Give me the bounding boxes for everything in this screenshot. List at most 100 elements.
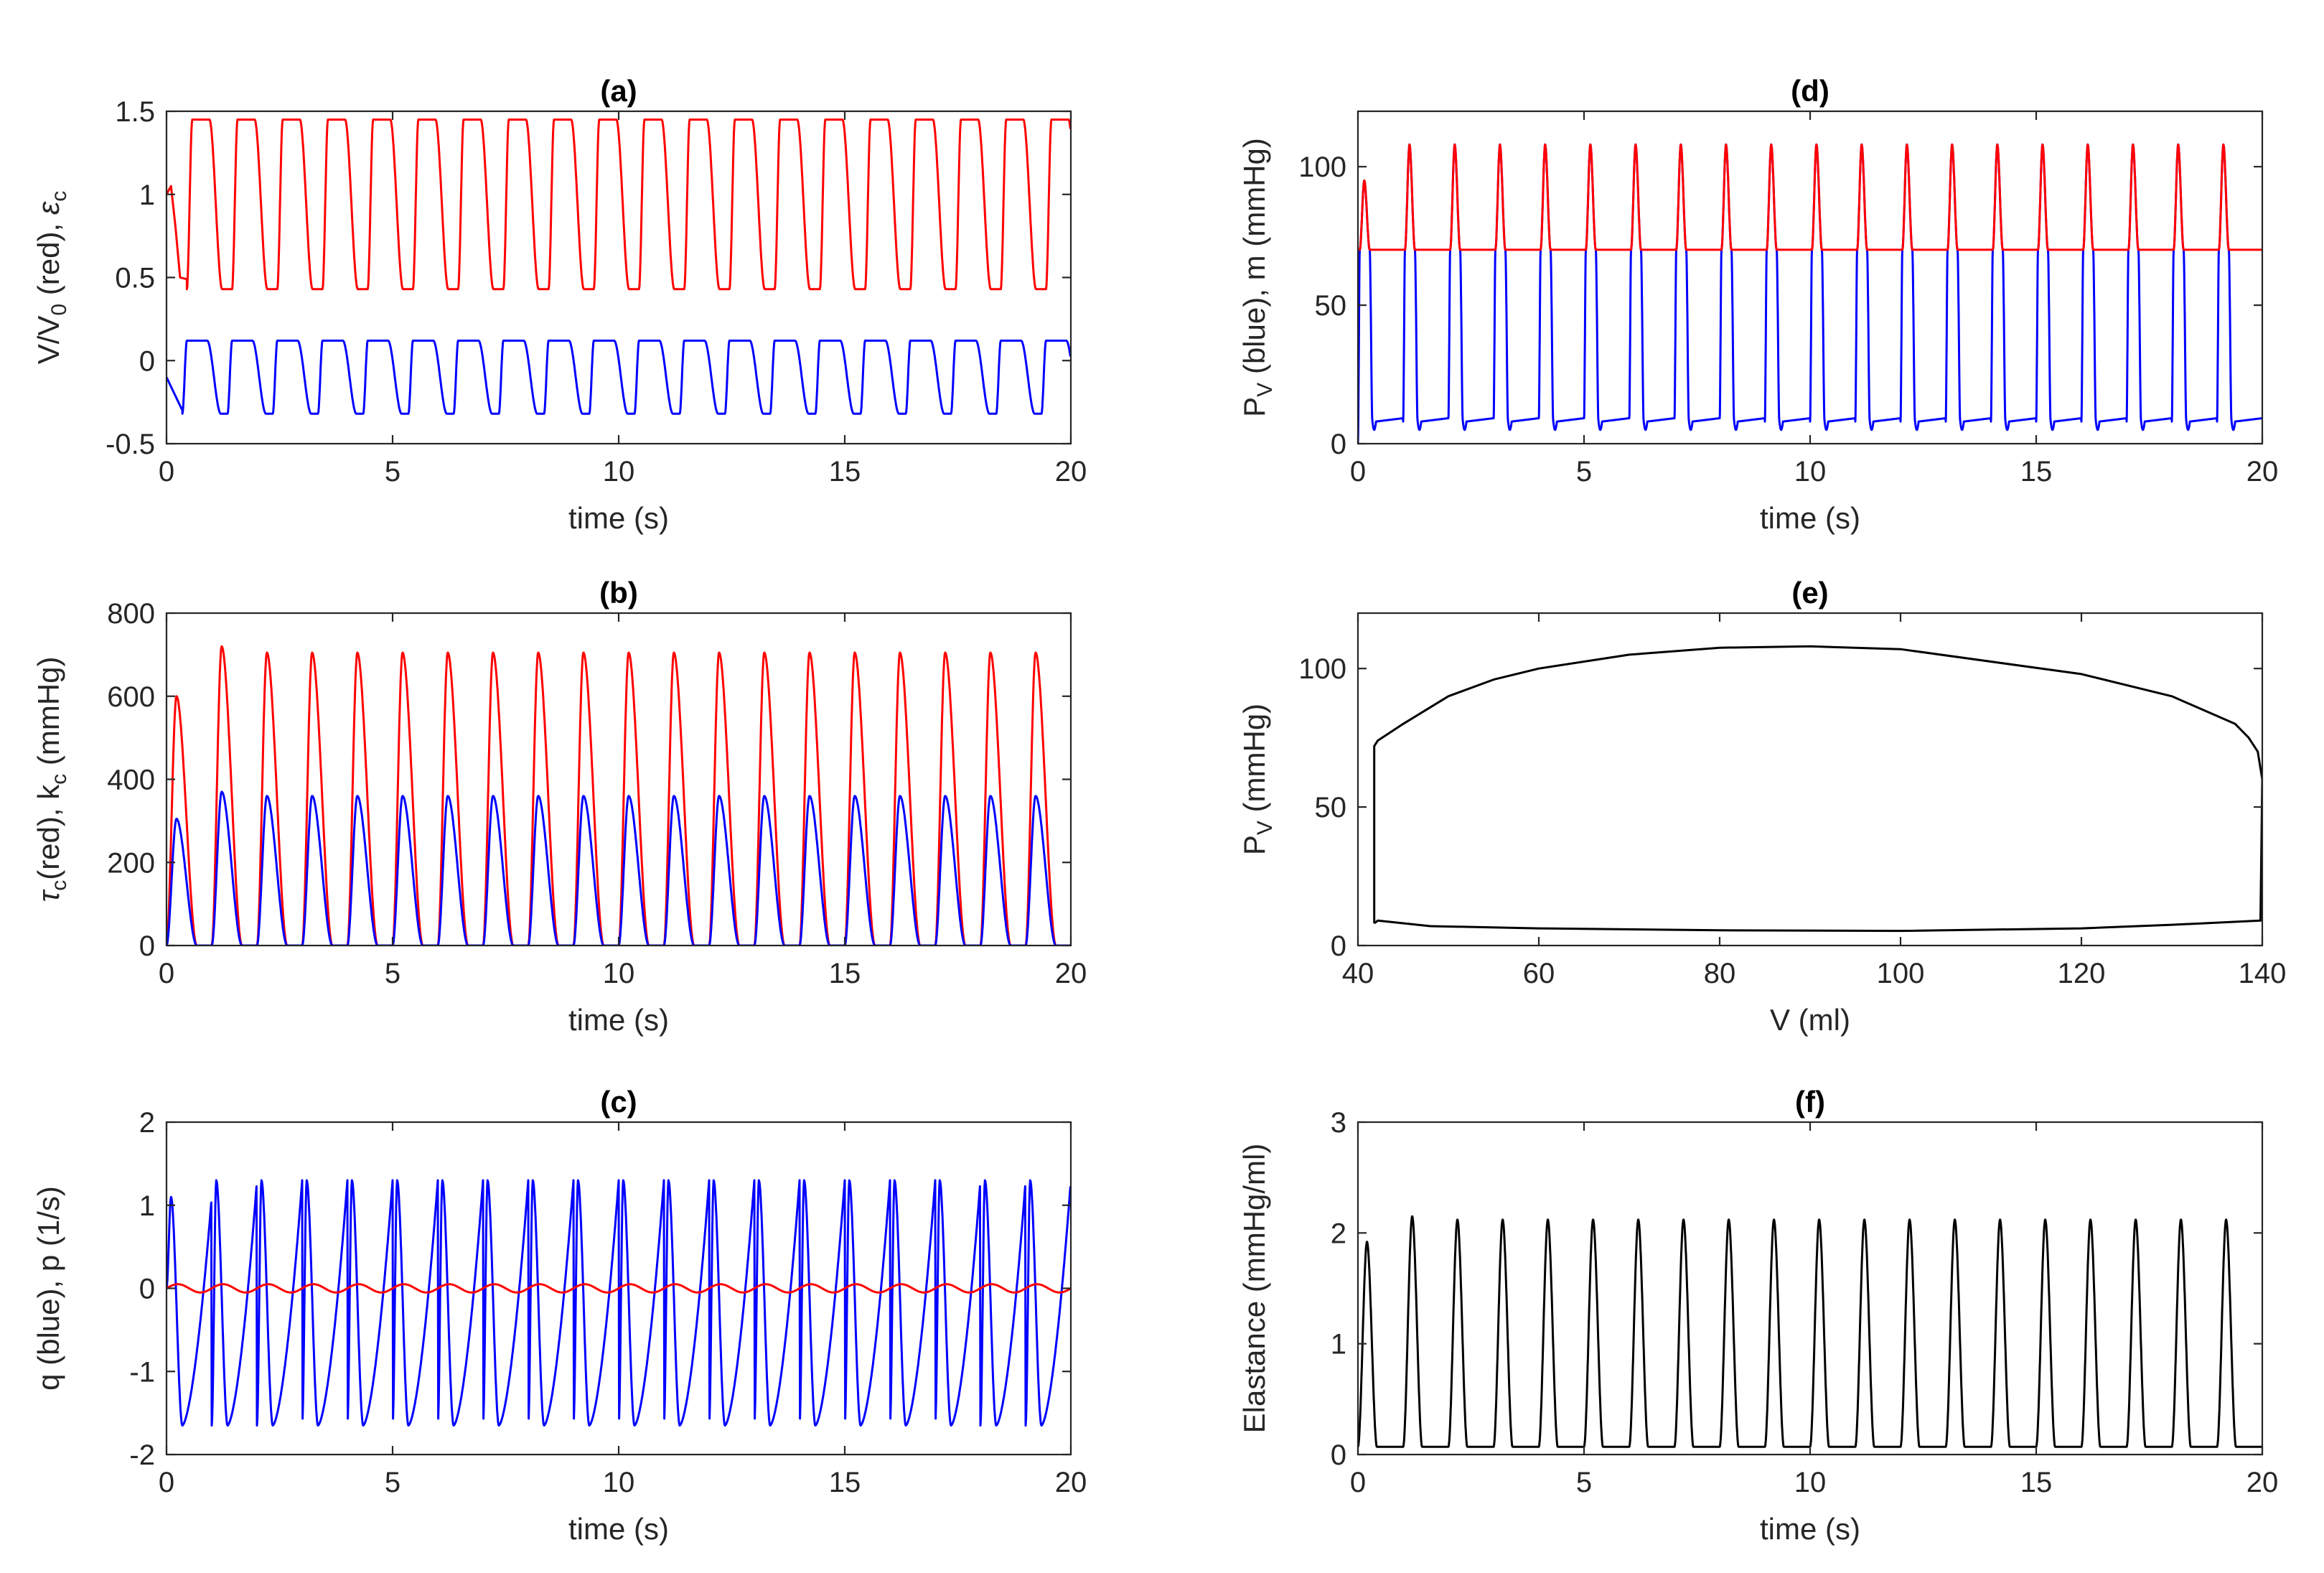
axes-box bbox=[165, 110, 1072, 445]
x-tick-label: 80 bbox=[1704, 958, 1736, 989]
y-tick-label: 2 bbox=[1331, 1218, 1346, 1249]
y-tick-label: 0 bbox=[1331, 1439, 1346, 1471]
panel-f: 0 5 10 15 20 0 1 2 3 (f) time (s) Elastance (mmHg/m… bbox=[1237, 1085, 2278, 1546]
x-axis-label: time (s) bbox=[568, 1512, 669, 1546]
y-tick-label: 1 bbox=[1331, 1329, 1346, 1360]
panel-title: (a) bbox=[600, 74, 637, 108]
x-tick-label: 15 bbox=[829, 958, 861, 989]
y-axis-label: Elastance (mmHg/ml) bbox=[1237, 1144, 1271, 1434]
y-tick-label: 100 bbox=[1298, 653, 1346, 685]
panel-d: 0 5 10 15 20 0 50 100 (d) time (s) PV (blue), m (m… bbox=[1237, 74, 2278, 535]
x-tick-label: 10 bbox=[603, 958, 635, 989]
y-tick-label: 50 bbox=[1315, 792, 1347, 823]
x-tick-label: 20 bbox=[1055, 456, 1087, 487]
series-group bbox=[167, 645, 1071, 946]
y-tick-label: 2 bbox=[139, 1107, 155, 1139]
series-line-blue bbox=[167, 340, 1071, 415]
y-tick-label: 3 bbox=[1331, 1107, 1346, 1139]
x-tick-label: 40 bbox=[1342, 958, 1374, 989]
x-tick-label: 0 bbox=[159, 1467, 174, 1498]
y-tick-label: 400 bbox=[107, 765, 155, 796]
y-tick-label: 0 bbox=[1331, 930, 1346, 962]
x-tick-label: 5 bbox=[1576, 1467, 1592, 1498]
x-axis-label: time (s) bbox=[1760, 501, 1860, 535]
x-tick-label: 0 bbox=[1350, 1467, 1366, 1498]
x-tick-label: 140 bbox=[2239, 958, 2287, 989]
y-axis-label: V/V0 (red), εc bbox=[32, 191, 71, 365]
series-group bbox=[167, 1179, 1071, 1427]
series-group bbox=[1373, 645, 2262, 933]
x-tick-label: 0 bbox=[1350, 456, 1366, 487]
x-tick-label: 15 bbox=[2020, 456, 2053, 487]
x-tick-label: 10 bbox=[1794, 1467, 1827, 1498]
series-group bbox=[1358, 1215, 2262, 1448]
series-group bbox=[167, 118, 1071, 415]
series-line-blue bbox=[1358, 143, 2262, 444]
y-tick-label: 0 bbox=[1331, 429, 1346, 460]
series-line-red bbox=[1358, 143, 2262, 251]
y-tick-label: 200 bbox=[107, 847, 155, 879]
x-tick-label: 10 bbox=[1794, 456, 1827, 487]
x-tick-label: 20 bbox=[2246, 1467, 2279, 1498]
y-tick-label: -2 bbox=[129, 1439, 155, 1471]
y-tick-label: 800 bbox=[107, 598, 155, 630]
y-tick-label: 1.5 bbox=[115, 96, 155, 128]
x-tick-label: 5 bbox=[385, 958, 400, 989]
panel-title: (c) bbox=[600, 1085, 637, 1119]
axes-box bbox=[1357, 1121, 2264, 1456]
x-tick-label: 20 bbox=[2246, 456, 2279, 487]
y-tick-label: 100 bbox=[1298, 151, 1346, 183]
y-tick-label: 0 bbox=[139, 930, 155, 962]
panel-a: 0 5 10 15 20-0.500.511.5(a)time (s)V/V0 (red… bbox=[32, 74, 1087, 535]
y-tick-label: 600 bbox=[107, 681, 155, 713]
y-axis-label: τc(red), kc (mmHg) bbox=[32, 656, 71, 902]
series-line-red bbox=[167, 1283, 1071, 1294]
x-tick-label: 5 bbox=[385, 456, 400, 487]
y-tick-label: 0.5 bbox=[115, 263, 155, 294]
y-tick-label: 0 bbox=[139, 1274, 155, 1305]
series-group bbox=[1358, 143, 2262, 444]
y-tick-label: 1 bbox=[139, 179, 155, 211]
axes-box bbox=[1357, 612, 2264, 947]
series-line-black bbox=[1373, 645, 2262, 933]
y-tick-label: 50 bbox=[1315, 290, 1347, 322]
y-tick-label: -0.5 bbox=[106, 429, 155, 460]
x-tick-label: 20 bbox=[1055, 958, 1087, 989]
y-axis-label: PV (blue), m (mmHg) bbox=[1237, 138, 1277, 417]
series-line-black bbox=[1358, 1215, 2262, 1448]
x-tick-label: 0 bbox=[159, 958, 174, 989]
axes-box bbox=[165, 612, 1072, 947]
y-tick-label: 1 bbox=[139, 1190, 155, 1222]
panel-title: (b) bbox=[599, 576, 638, 610]
x-tick-label: 60 bbox=[1523, 958, 1555, 989]
x-tick-label: 15 bbox=[829, 1467, 861, 1498]
x-tick-label: 0 bbox=[159, 456, 174, 487]
y-tick-label: -1 bbox=[129, 1356, 155, 1388]
x-axis-label: time (s) bbox=[568, 1003, 669, 1037]
series-line-red bbox=[167, 118, 1071, 291]
x-tick-label: 15 bbox=[2020, 1467, 2053, 1498]
series-line-red bbox=[167, 645, 1071, 946]
panel-c: 0 5 10 15 20 -2 -1 0 1 2 (c) time (s) q (blue), p (1… bbox=[32, 1085, 1087, 1546]
y-axis-label: PV (mmHg) bbox=[1237, 704, 1277, 855]
x-tick-label: 120 bbox=[2058, 958, 2106, 989]
series-line-blue bbox=[167, 1179, 1071, 1427]
panel-title: (f) bbox=[1795, 1085, 1825, 1119]
x-axis-label: time (s) bbox=[1760, 1512, 1860, 1546]
y-axis-label: q (blue), p (1/s) bbox=[32, 1186, 65, 1391]
x-tick-label: 15 bbox=[829, 456, 861, 487]
x-tick-label: 5 bbox=[385, 1467, 400, 1498]
panel-e: 40 60 80 100 120 140 0 50 100 (e) V (ml) PV (mmHg) bbox=[1237, 576, 2286, 1037]
x-tick-label: 10 bbox=[603, 1467, 635, 1498]
series-line-blue bbox=[167, 790, 1071, 946]
x-tick-label: 5 bbox=[1576, 456, 1592, 487]
x-tick-label: 10 bbox=[603, 456, 635, 487]
y-tick-label: 0 bbox=[139, 345, 155, 377]
x-axis-label: V (ml) bbox=[1770, 1003, 1850, 1037]
x-tick-label: 100 bbox=[1877, 958, 1925, 989]
panel-title: (e) bbox=[1791, 576, 1828, 610]
panel-title: (d) bbox=[1791, 74, 1829, 108]
x-tick-label: 20 bbox=[1055, 1467, 1087, 1498]
